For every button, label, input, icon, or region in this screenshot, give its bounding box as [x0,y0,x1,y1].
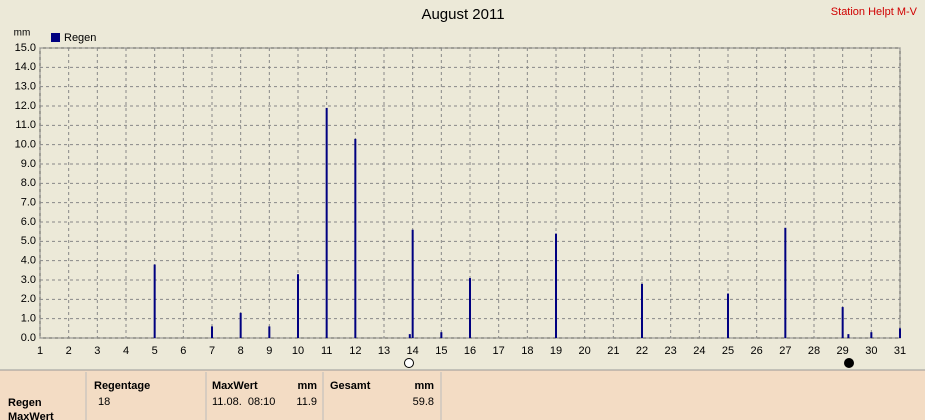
y-tick-label: 5.0 [21,235,36,247]
cell: 18 [98,396,110,408]
y-tick-label: 4.0 [21,255,36,267]
bar [354,138,357,338]
full-moon-icon [844,358,854,368]
x-tick-label: 19 [550,345,562,357]
x-tick-label: 26 [751,345,763,357]
new-moon-icon [404,358,414,368]
x-tick-label: 8 [238,345,244,357]
x-tick-label: 31 [894,345,906,357]
y-tick-label: 0.0 [21,332,36,344]
bar [899,328,901,338]
y-tick-label: 8.0 [21,177,36,189]
y-tick-label: 14.0 [15,61,36,73]
x-tick-label: 24 [693,345,705,357]
bar [411,229,414,338]
y-unit: mm [14,28,31,39]
chart-title: August 2011 [421,6,504,23]
bar [784,227,787,338]
x-tick-label: 7 [209,345,215,357]
x-tick-label: 6 [180,345,186,357]
y-tick-label: 12.0 [15,100,36,112]
x-tick-label: 5 [152,345,158,357]
x-tick-label: 22 [636,345,648,357]
bar [211,326,213,338]
bar [440,332,443,338]
bar [408,334,411,338]
x-tick-label: 17 [493,345,505,357]
x-tick-label: 2 [66,345,72,357]
bar [641,283,643,338]
x-tick-label: 29 [837,345,849,357]
cell: 11.08. 08:10 [212,396,275,408]
row-label: Regen [8,397,42,409]
bar [727,293,729,338]
x-tick-label: 18 [521,345,533,357]
x-tick-label: 27 [779,345,791,357]
y-tick-label: 3.0 [21,274,36,286]
bar [870,332,873,338]
y-tick-label: 6.0 [21,216,36,228]
column-header: mm [414,380,434,392]
x-tick-label: 3 [94,345,100,357]
column-header: Regentage [94,380,150,392]
x-tick-label: 16 [464,345,476,357]
x-tick-label: 23 [665,345,677,357]
station-name: Station Helpt M-V [831,6,918,18]
cell: 59.8 [413,396,434,408]
y-tick-label: 13.0 [15,81,36,93]
y-tick-label: 2.0 [21,293,36,305]
x-tick-label: 11 [321,345,332,357]
x-tick-label: 13 [378,345,390,357]
x-tick-label: 30 [865,345,877,357]
x-tick-label: 14 [407,345,419,357]
y-tick-label: 11.0 [15,119,36,131]
row-label: MaxWert [8,411,54,420]
y-tick-label: 10.0 [15,139,36,151]
bar [469,278,471,338]
x-tick-label: 20 [579,345,591,357]
x-tick-label: 4 [123,345,129,357]
y-tick-label: 15.0 [15,42,36,54]
x-tick-label: 28 [808,345,820,357]
y-tick-label: 7.0 [21,197,36,209]
bar [841,307,844,338]
bar [239,312,242,338]
legend-swatch [51,33,60,42]
x-tick-label: 21 [607,345,619,357]
y-tick-label: 9.0 [21,158,36,170]
x-tick-label: 12 [349,345,361,357]
bar [153,264,156,338]
x-tick-label: 15 [435,345,447,357]
x-tick-label: 10 [292,345,304,357]
column-header: mm [297,380,317,392]
column-header: Gesamt [330,380,371,392]
cell: 11.9 [296,396,317,408]
legend-label: Regen [64,32,96,44]
summary-panel [0,370,925,420]
bar [325,107,328,338]
x-tick-label: 9 [266,345,272,357]
bar [555,233,557,338]
bar [847,334,850,338]
column-header: MaxWert [212,380,258,392]
x-tick-label: 25 [722,345,734,357]
bar [268,326,271,338]
bar [297,274,299,338]
y-tick-label: 1.0 [21,313,36,325]
x-tick-label: 1 [37,345,43,357]
